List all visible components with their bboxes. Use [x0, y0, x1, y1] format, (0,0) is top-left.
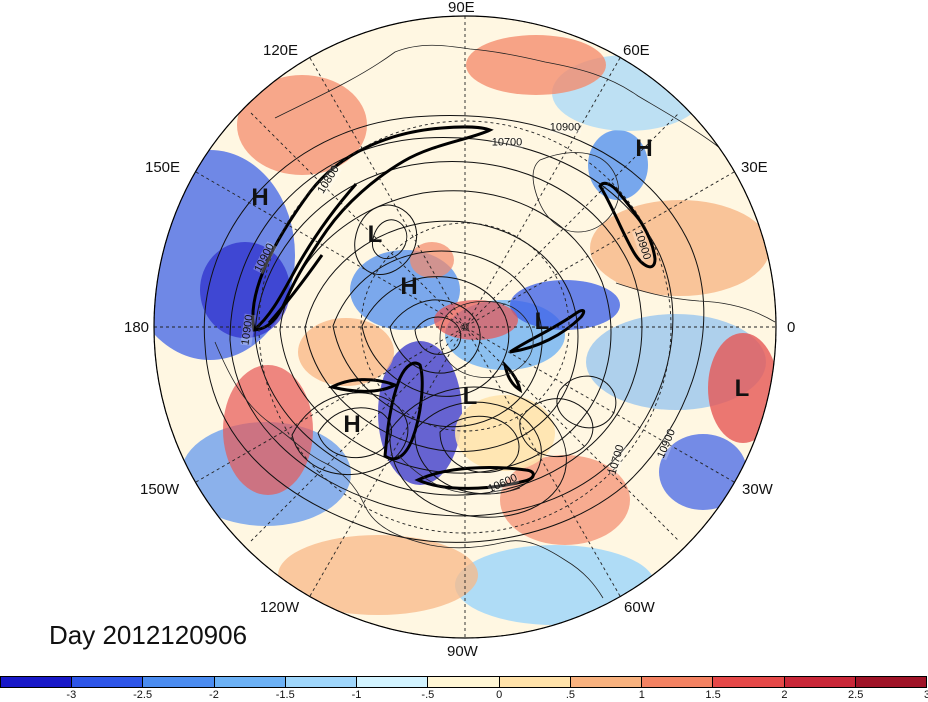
- longitude-label-120e: 120E: [263, 42, 299, 59]
- colorbar-segment: [357, 677, 429, 687]
- anomaly-blob: [510, 280, 620, 330]
- longitude-label-30e: 30E: [741, 159, 768, 176]
- pressure-system-low: L: [734, 375, 750, 402]
- longitude-label-90e: 90E: [448, 0, 475, 16]
- colorbar-tick-label: 1.5: [705, 689, 721, 701]
- map-boundary: [153, 15, 777, 639]
- anomaly-blob: [708, 333, 776, 443]
- longitude-label-30w: 30W: [742, 481, 773, 498]
- colorbar-segment: [713, 677, 785, 687]
- longitude-label-60e: 60E: [623, 42, 650, 59]
- colorbar-segment: [1, 677, 73, 687]
- anomaly-blob: [466, 35, 606, 95]
- colorbar-segment: [143, 677, 215, 687]
- contour-label: 10700: [491, 136, 523, 149]
- pressure-system-low: L: [367, 221, 383, 248]
- pressure-system-low: L: [534, 308, 550, 335]
- longitude-label-60w: 60W: [624, 599, 655, 616]
- colorbar-segment: [784, 677, 856, 687]
- colorbar-tick-label: 3: [923, 689, 928, 701]
- figure-title: Day 2012120906: [49, 620, 248, 650]
- colorbar-segment: [570, 677, 643, 687]
- colorbar-segment: [642, 677, 714, 687]
- pressure-system-high: H: [635, 135, 653, 162]
- anomaly-blob: [659, 434, 747, 510]
- anomaly-blob: [237, 75, 367, 175]
- colorbar-segment: [285, 677, 358, 687]
- pressure-system-high: H: [400, 273, 418, 300]
- longitude-label-150e: 150E: [145, 159, 181, 176]
- colorbar-tick-label: 1: [638, 689, 645, 701]
- colorbar-tick-label: 2: [781, 689, 788, 701]
- pressure-system-high: H: [343, 411, 361, 438]
- longitude-label-90w: 90W: [447, 643, 478, 660]
- pressure-system-high: H: [251, 184, 269, 211]
- colorbar: [0, 676, 927, 688]
- longitude-label-0: 0: [787, 319, 796, 336]
- colorbar-segment: [214, 677, 286, 687]
- longitude-label-150w: 150W: [140, 481, 180, 498]
- colorbar-tick-label: -1.5: [275, 689, 295, 701]
- longitude-label-180: 180: [124, 319, 150, 336]
- colorbar-tick-label: 0: [496, 689, 503, 701]
- colorbar-tick-label: -2: [209, 689, 219, 701]
- anomaly-blob: [590, 200, 770, 296]
- colorbar-segment: [855, 677, 927, 687]
- longitude-label-120w: 120W: [260, 599, 300, 616]
- coastline-outlines: [214, 44, 776, 599]
- contour-label: 10900: [549, 121, 581, 134]
- anomaly-blob: [278, 535, 478, 615]
- colorbar-tick-label: -3: [66, 689, 77, 701]
- colorbar-segment: [72, 677, 144, 687]
- colorbar-segment: [499, 677, 571, 687]
- jet-streak-outlines: [251, 125, 657, 490]
- colorbar-tick-label: .5: [565, 689, 576, 701]
- pressure-system-low: L: [462, 383, 478, 410]
- colorbar-tick-label: 2.5: [848, 689, 864, 701]
- colorbar-tick-label: -2.5: [133, 689, 153, 701]
- anomaly-blob: [455, 395, 555, 471]
- colorbar-segment: [428, 677, 500, 687]
- colorbar-tick-label: -1: [351, 689, 362, 701]
- colorbar-tick-label: -.5: [421, 689, 435, 701]
